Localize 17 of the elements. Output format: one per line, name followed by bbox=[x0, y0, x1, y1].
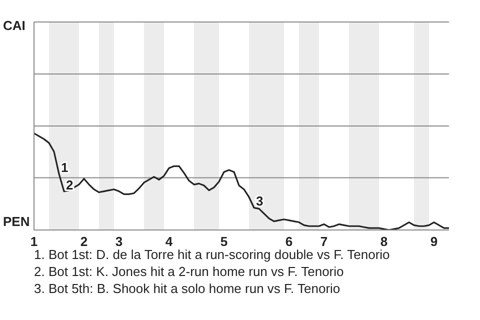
annotation: 1 bbox=[61, 160, 68, 175]
x-tick-label: 7 bbox=[320, 234, 328, 250]
x-tick-label: 1 bbox=[30, 234, 38, 250]
x-tick-label: 2 bbox=[80, 234, 88, 250]
x-tick-label: 3 bbox=[115, 234, 123, 250]
annotation: 2 bbox=[66, 177, 74, 192]
x-tick-label: 8 bbox=[380, 234, 388, 250]
x-tick-label: 4 bbox=[165, 234, 174, 250]
text: 2. Bot 1st: K. Jones hit a 2-run home run vs F. Tenorio bbox=[34, 263, 345, 280]
x-tick-label: 9 bbox=[430, 234, 438, 250]
x-tick-label: 5 bbox=[220, 234, 228, 250]
text: 1. Bot 1st: D. de la Torre hit a run-scoring double vs F. Tenorio bbox=[34, 247, 390, 262]
text: 3. Bot 5th: B. Shook hit a solo home run vs F. Tenorio bbox=[34, 280, 342, 297]
text: CAI bbox=[3, 18, 26, 33]
annotation: 3 bbox=[256, 194, 264, 209]
x-tick-label: 6 bbox=[285, 234, 293, 250]
text: PEN bbox=[3, 214, 30, 229]
